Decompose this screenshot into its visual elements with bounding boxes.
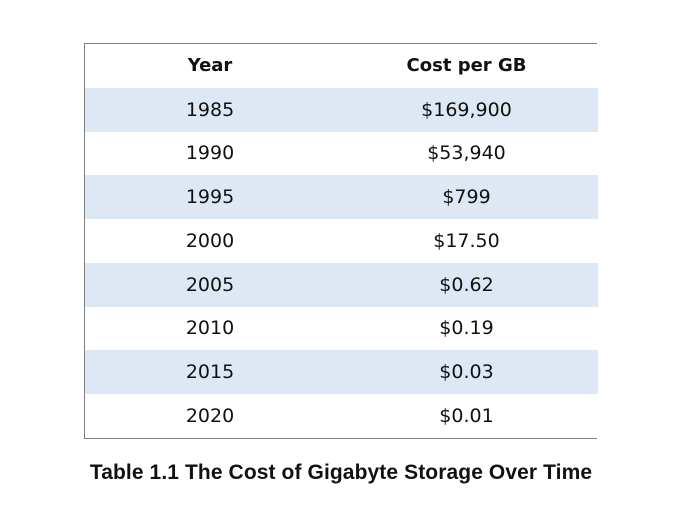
cell-year: 2015 — [85, 350, 335, 394]
header-year: Year — [85, 44, 335, 88]
table-row: 1995 $799 — [85, 175, 598, 219]
table-row: 2000 $17.50 — [85, 219, 598, 263]
cost-table-frame: Year Cost per GB 1985 $169,900 1990 $53,… — [84, 43, 598, 439]
cell-year: 1990 — [85, 131, 335, 176]
table-row: 2015 $0.03 — [85, 350, 598, 394]
cell-cost: $0.03 — [335, 350, 598, 394]
cell-year: 1995 — [85, 175, 335, 219]
cell-year: 2005 — [85, 262, 335, 307]
cell-cost: $53,940 — [335, 131, 598, 176]
header-cost-per-gb: Cost per GB — [335, 44, 598, 88]
table-row: 1990 $53,940 — [85, 131, 598, 176]
table-row: 1985 $169,900 — [85, 87, 598, 132]
table-row: 2020 $0.01 — [85, 394, 598, 438]
table-row: 2005 $0.62 — [85, 262, 598, 307]
cell-cost: $799 — [335, 175, 598, 219]
table-caption: Table 1.1 The Cost of Gigabyte Storage O… — [89, 461, 593, 484]
cell-year: 1985 — [85, 87, 335, 132]
cell-cost: $169,900 — [335, 87, 598, 132]
cost-per-gb-table: Year Cost per GB 1985 $169,900 1990 $53,… — [85, 44, 598, 438]
cell-cost: $0.19 — [335, 306, 598, 351]
cell-year: 2010 — [85, 306, 335, 351]
cell-year: 2020 — [85, 394, 335, 438]
cell-cost: $0.62 — [335, 262, 598, 307]
table-row: 2010 $0.19 — [85, 306, 598, 351]
cell-cost: $17.50 — [335, 219, 598, 263]
table-header-row: Year Cost per GB — [85, 44, 598, 88]
cell-cost: $0.01 — [335, 394, 598, 438]
cell-year: 2000 — [85, 219, 335, 263]
